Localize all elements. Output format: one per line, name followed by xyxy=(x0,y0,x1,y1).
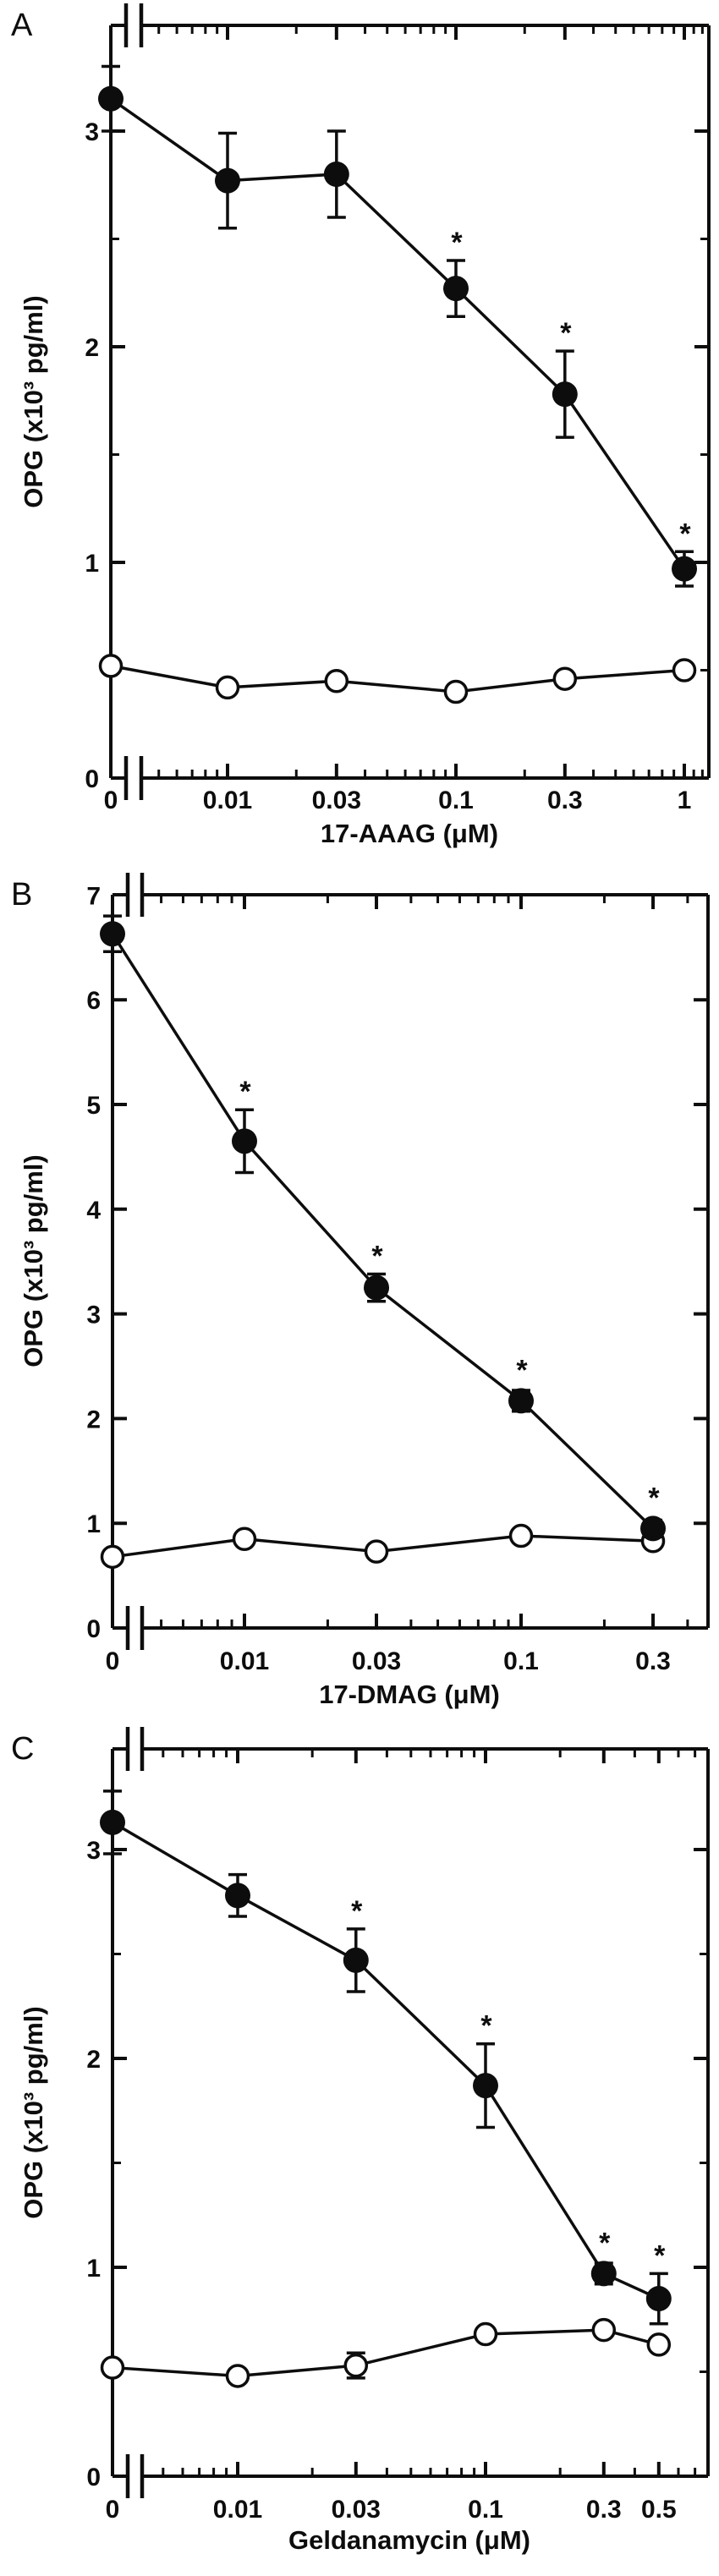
panel-b: 0 0.01 0.03 0.1 0.3 0 1 2 3 4 5 6 7 * * * * B OPG (x10³ pg… xyxy=(11,873,710,1709)
data-point-filled xyxy=(225,1883,250,1909)
significance-asterisk: * xyxy=(480,2010,492,2042)
data-point-filled xyxy=(672,556,697,582)
data-point-open xyxy=(552,666,578,691)
x-axis-title: 17-DMAG (μM) xyxy=(319,1680,500,1709)
series-line-filled_circles xyxy=(112,1821,660,2300)
data-point-filled xyxy=(443,276,469,302)
x-axis-tick-label: 0.03 xyxy=(332,2496,381,2524)
x-axis-tick-label: 0.01 xyxy=(213,2496,262,2524)
data-point-filled xyxy=(640,1515,667,1542)
y-axis-tick-label: 1 xyxy=(86,2255,101,2283)
data-point-open xyxy=(508,1523,534,1548)
panel-letter: B xyxy=(11,877,32,913)
data-point-open xyxy=(443,679,469,704)
data-point-filled xyxy=(645,2286,672,2312)
y-axis-tick-label: 1 xyxy=(86,1510,101,1538)
significance-asterisk: * xyxy=(516,1354,528,1386)
panel-letter: A xyxy=(11,8,33,43)
x-axis-tick-label: 0.3 xyxy=(586,2496,622,2524)
x-axis-tick-label: 0.3 xyxy=(547,787,583,814)
panel-letter: C xyxy=(11,1731,34,1767)
data-point-open xyxy=(343,2353,369,2378)
significance-asterisk: * xyxy=(351,1895,363,1927)
y-axis-tick-label: 3 xyxy=(86,1302,101,1329)
y-axis-tick-label: 0 xyxy=(86,1615,101,1643)
y-axis-tick-label: 5 xyxy=(86,1092,101,1120)
y-axis-tick-label: 2 xyxy=(86,2046,101,2074)
y-axis-tick-label: 1 xyxy=(85,550,99,578)
axis-frame xyxy=(109,24,711,780)
panel-a: 0 0.01 0.03 0.1 0.3 1 0 1 2 3 * * * A OPG (x10³ pg/ml)… xyxy=(11,3,711,848)
y-axis-tick-label: 6 xyxy=(86,987,101,1015)
y-axis-tick-label: 2 xyxy=(86,1406,101,1433)
data-point-filled xyxy=(232,1128,257,1154)
data-point-filled xyxy=(343,1947,369,1973)
data-point-open xyxy=(100,2355,125,2380)
data-point-open xyxy=(215,675,240,700)
x-axis-title: Geldanamycin (μM) xyxy=(288,2525,530,2555)
panel-c: 0 0.01 0.03 0.1 0.3 0.5 0 1 2 3 * * * * C OPG (x10³ pg/… xyxy=(11,1727,710,2555)
x-axis-tick-label: 0 xyxy=(106,2496,120,2524)
x-axis-tick-label: 0.03 xyxy=(312,787,361,814)
x-axis-tick-label: 0.5 xyxy=(641,2496,677,2524)
y-axis-tick-label: 0 xyxy=(85,765,99,793)
significance-asterisk: * xyxy=(239,1076,251,1108)
x-axis-tick-label: 0 xyxy=(104,787,118,814)
x-axis-tick-label: 0 xyxy=(106,1647,120,1675)
data-point-filled xyxy=(364,1274,390,1301)
data-point-filled xyxy=(473,2073,498,2099)
data-point-open xyxy=(98,654,123,678)
y-axis-tick-label: 0 xyxy=(86,2464,101,2491)
axis-frame xyxy=(111,1747,710,2478)
data-point-open xyxy=(646,2332,672,2357)
data-point-filled xyxy=(215,167,240,194)
data-point-open xyxy=(100,1544,125,1570)
x-axis-tick-label: 0.1 xyxy=(503,1647,539,1675)
y-axis-tick-label: 4 xyxy=(86,1197,101,1225)
data-point-filled xyxy=(508,1388,534,1414)
significance-asterisk: * xyxy=(654,2239,666,2272)
y-axis-title: OPG (x10³ pg/ml) xyxy=(19,2006,48,2218)
x-axis-title: 17-AAAG (μM) xyxy=(321,819,498,848)
data-point-open xyxy=(225,2364,250,2388)
data-point-filled xyxy=(100,1809,125,1835)
significance-asterisk: * xyxy=(648,1482,660,1514)
x-axis-tick-label: 0.03 xyxy=(352,1647,401,1675)
x-axis-tick-label: 0.1 xyxy=(468,2496,503,2524)
data-point-filled xyxy=(98,85,123,112)
y-axis-title: OPG (x10³ pg/ml) xyxy=(19,1154,48,1367)
series-line-filled_circles xyxy=(111,933,655,1530)
data-point-open xyxy=(672,658,697,682)
data-point-open xyxy=(364,1539,389,1564)
significance-asterisk: * xyxy=(560,317,572,349)
x-axis-tick-label: 0.01 xyxy=(203,787,252,814)
x-axis-tick-label: 1 xyxy=(678,787,692,814)
data-point-open xyxy=(232,1526,257,1552)
significance-asterisk: * xyxy=(679,518,691,550)
data-point-open xyxy=(591,2317,617,2343)
series-line-open_circles xyxy=(112,2328,660,2378)
data-point-filled xyxy=(552,381,578,408)
data-point-open xyxy=(324,669,349,693)
series-line-filled_circles xyxy=(109,97,686,570)
y-axis-tick-label: 7 xyxy=(86,882,101,910)
y-axis-tick-label: 3 xyxy=(86,1837,101,1865)
series-line-open_circles xyxy=(110,664,685,693)
y-axis-title: OPG (x10³ pg/ml) xyxy=(19,295,48,507)
axis-frame xyxy=(111,893,710,1630)
significance-asterisk: * xyxy=(599,2227,611,2259)
y-axis-tick-label: 3 xyxy=(85,118,99,146)
significance-asterisk: * xyxy=(371,1241,383,1273)
x-axis-tick-label: 0.01 xyxy=(220,1647,269,1675)
x-axis-tick-label: 0.1 xyxy=(438,787,474,814)
data-point-filled xyxy=(323,162,349,187)
data-point-open xyxy=(473,2321,498,2347)
y-axis-tick-label: 2 xyxy=(85,334,99,362)
x-axis-tick-label: 0.3 xyxy=(635,1647,671,1675)
data-point-filled xyxy=(100,921,125,947)
significance-asterisk: * xyxy=(451,227,463,259)
data-point-filled xyxy=(590,2261,617,2287)
